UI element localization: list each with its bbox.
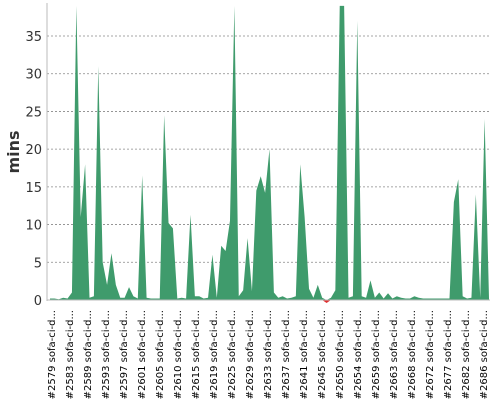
- y-tick-label: 5: [34, 256, 42, 271]
- y-tick-label: 30: [25, 68, 42, 83]
- x-tick-label: #2619 sofa-ci-d...: [209, 310, 220, 399]
- x-tick-label: #2601 sofa-ci-d...: [137, 310, 148, 399]
- y-axis-label: mins: [4, 130, 23, 173]
- duration-area: [50, 5, 489, 301]
- x-tick-label: #2579 sofa-ci-d...: [47, 310, 58, 399]
- x-tick-label: #2605 sofa-ci-d...: [155, 310, 166, 399]
- x-axis-ticks: #2579 sofa-ci-d... #2583 sofa-ci-d... #258…: [47, 310, 490, 399]
- plot-area: [47, 5, 490, 304]
- x-tick-label: #2663 sofa-ci-d...: [389, 310, 400, 399]
- x-tick-label: #2625 sofa-ci-d...: [227, 310, 238, 399]
- y-tick-label: 35: [25, 30, 42, 45]
- x-tick-label: #2654 sofa-ci-d...: [353, 310, 364, 399]
- y-tick-label: 10: [25, 219, 42, 234]
- y-axis-ticks: 0 5 10 15 20 25 30 35: [25, 30, 42, 309]
- x-tick-label: #2633 sofa-ci-d...: [263, 310, 274, 399]
- x-tick-label: #2641 sofa-ci-d...: [299, 310, 310, 399]
- x-tick-label: #2650 sofa-ci-d...: [335, 310, 346, 399]
- x-tick-label: #2645 sofa-ci-d...: [317, 310, 328, 399]
- x-tick-label: #2615 sofa-ci-d...: [191, 310, 202, 399]
- y-tick-label: 0: [34, 294, 42, 309]
- x-tick-label: #2682 sofa-ci-d...: [461, 310, 472, 399]
- x-tick-label: #2593 sofa-ci-d...: [101, 310, 112, 399]
- y-tick-label: 25: [25, 105, 42, 120]
- x-tick-label: #2668 sofa-ci-d...: [407, 310, 418, 399]
- y-tick-label: 15: [25, 181, 42, 196]
- x-tick-label: #2629 sofa-ci-d...: [245, 310, 256, 399]
- x-tick-label: #2686 sofa-ci-d...: [479, 310, 490, 399]
- x-tick-label: #2672 sofa-ci-d...: [425, 310, 436, 399]
- x-tick-label: #2677 sofa-ci-d...: [443, 310, 454, 399]
- x-tick-label: #2583 sofa-ci-d...: [65, 310, 76, 399]
- x-tick-label: #2589 sofa-ci-d...: [83, 310, 94, 399]
- negative-point: [322, 300, 331, 304]
- x-tick-label: #2610 sofa-ci-d...: [173, 310, 184, 399]
- x-tick-label: #2637 sofa-ci-d...: [281, 310, 292, 399]
- y-tick-label: 20: [25, 143, 42, 158]
- x-tick-label: #2659 sofa-ci-d...: [371, 310, 382, 399]
- x-tick-label: #2597 sofa-ci-d...: [119, 310, 130, 399]
